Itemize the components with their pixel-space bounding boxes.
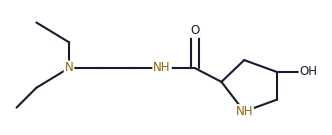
Text: O: O <box>190 24 199 37</box>
Text: N: N <box>65 62 73 75</box>
Text: NH: NH <box>235 105 253 118</box>
Text: NH: NH <box>153 62 171 75</box>
Text: OH: OH <box>299 65 317 78</box>
